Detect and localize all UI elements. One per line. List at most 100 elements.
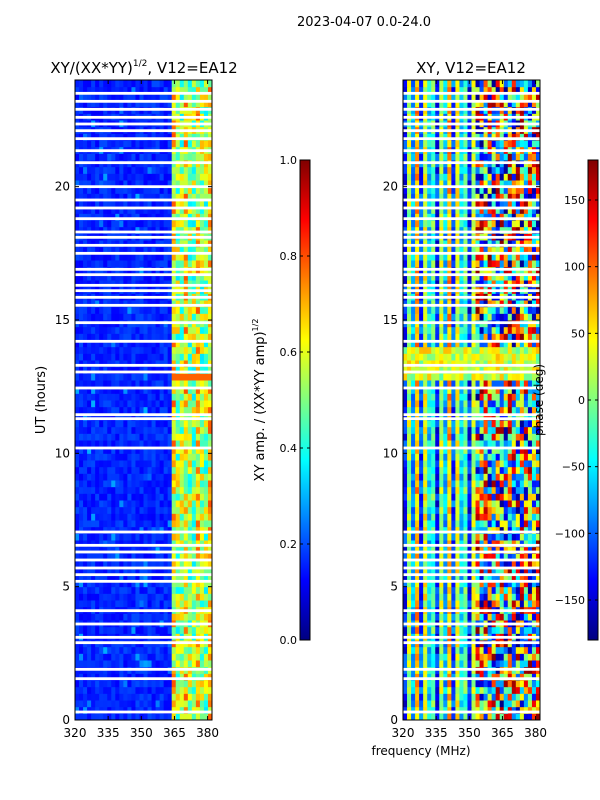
heat-cell	[203, 573, 209, 581]
heat-cell	[511, 466, 517, 474]
heat-cell	[535, 433, 540, 441]
heat-cell	[455, 506, 460, 514]
heat-cell	[119, 466, 124, 474]
heat-cell	[447, 520, 452, 528]
heat-cell	[467, 400, 472, 408]
heat-cell	[155, 626, 161, 634]
heat-cell	[99, 100, 104, 108]
heat-cell	[175, 300, 181, 308]
heat-cell	[143, 580, 149, 588]
heat-cell	[487, 686, 493, 694]
heat-cell	[87, 213, 92, 221]
heat-cell	[507, 693, 513, 701]
heat-cell	[175, 426, 181, 434]
heat-cell	[451, 646, 456, 654]
heat-cell	[479, 480, 485, 488]
heat-cell	[175, 140, 181, 148]
heat-cell	[519, 406, 525, 414]
heat-cell	[435, 400, 440, 408]
heat-cell	[171, 453, 177, 461]
heat-cell	[143, 586, 149, 594]
heat-cell	[75, 553, 80, 561]
heat-cell	[163, 86, 169, 94]
heat-cell	[427, 653, 432, 661]
heat-cell	[115, 566, 120, 574]
heat-cell	[535, 480, 540, 488]
heat-cell	[503, 553, 509, 561]
heat-cell	[139, 133, 144, 141]
heat-cell	[491, 420, 497, 428]
heat-cell	[203, 406, 209, 414]
heat-cell	[107, 166, 112, 174]
heat-cell	[111, 700, 116, 708]
heat-cell	[147, 700, 153, 708]
heat-cell	[523, 446, 529, 454]
heat-cell	[131, 100, 136, 108]
heat-cell	[119, 506, 124, 514]
heat-cell	[491, 466, 497, 474]
heat-cell	[83, 546, 88, 554]
heat-cell	[527, 413, 533, 421]
heat-cell	[207, 433, 212, 441]
heat-cell	[95, 500, 100, 508]
heat-cell	[423, 526, 428, 534]
heat-cell	[407, 460, 412, 468]
heat-cell	[99, 413, 104, 421]
heat-cell	[167, 166, 173, 174]
heat-cell	[75, 480, 80, 488]
heat-cell	[471, 713, 477, 720]
heat-cell	[199, 373, 205, 381]
heat-cell	[175, 493, 181, 501]
heat-cell	[199, 400, 205, 408]
heat-cell	[443, 460, 448, 468]
heat-cell	[419, 440, 424, 448]
heat-cell	[107, 680, 112, 688]
heat-cell	[135, 180, 140, 188]
heat-cell	[195, 260, 201, 268]
heat-cell	[147, 93, 153, 101]
heat-cell	[407, 420, 412, 428]
heat-cell	[203, 300, 209, 308]
heat-cell	[479, 700, 485, 708]
heat-cell	[411, 706, 416, 714]
heat-cell	[451, 706, 456, 714]
heat-cell	[79, 240, 84, 248]
heat-cell	[151, 246, 157, 254]
heat-cell	[443, 473, 448, 481]
heat-cell	[487, 713, 493, 720]
heat-cell	[179, 366, 185, 374]
heat-cell	[199, 133, 205, 141]
heat-cell	[447, 653, 452, 661]
heat-cell	[155, 406, 161, 414]
heat-cell	[447, 466, 452, 474]
heat-cell	[79, 473, 84, 481]
heat-cell	[139, 453, 144, 461]
heat-cell	[187, 180, 193, 188]
heat-cell	[467, 506, 472, 514]
heat-cell	[175, 166, 181, 174]
heat-cell	[519, 593, 525, 601]
heat-cell	[111, 280, 116, 288]
heat-cell	[95, 673, 100, 681]
heat-cell	[139, 486, 144, 494]
heat-cell	[523, 533, 529, 541]
heat-cell	[191, 366, 197, 374]
heat-cell	[111, 253, 116, 261]
heat-cell	[75, 700, 80, 708]
heat-cell	[131, 186, 136, 194]
flag-gap	[75, 579, 212, 583]
heat-cell	[535, 420, 540, 428]
heat-cell	[443, 586, 448, 594]
heat-cell	[467, 433, 472, 441]
heat-cell	[491, 493, 497, 501]
heat-cell	[163, 593, 169, 601]
heat-cell	[187, 533, 193, 541]
heat-cell	[103, 573, 108, 581]
heat-cell	[83, 580, 88, 588]
heat-cell	[111, 226, 116, 234]
heat-cell	[523, 526, 529, 534]
heat-cell	[83, 186, 88, 194]
heat-cell	[143, 693, 149, 701]
heat-cell	[479, 440, 485, 448]
heat-cell	[95, 326, 100, 334]
